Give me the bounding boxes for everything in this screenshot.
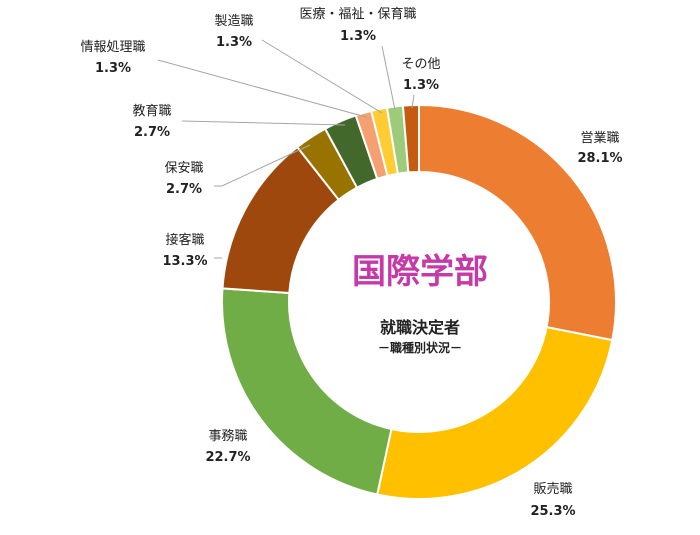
leader-line-9	[381, 45, 396, 111]
slice-value-7: 1.3%	[95, 61, 131, 76]
chart-subtitle: 就職決定者	[380, 318, 460, 337]
slice-value-9: 1.3%	[340, 29, 376, 44]
slice-label-9: 医療・福祉・保育職	[299, 6, 416, 22]
label-leader-lines	[157, 39, 415, 259]
slice-value-5: 2.7%	[166, 182, 202, 197]
slice-label-1: 営業職	[580, 130, 619, 146]
slice-value-3: 22.7%	[205, 450, 250, 465]
chart-title: 国際学部	[352, 252, 488, 292]
slice-value-4: 13.3%	[162, 254, 207, 269]
slice-labels: 営業職 28.1% 販売職 25.3% 事務職 22.7% 接客職 13.3% 保安職 2.7% 教…	[80, 6, 622, 519]
slice-3	[221, 287, 393, 496]
slice-2	[376, 325, 614, 500]
slice-label-3: 事務職	[208, 429, 247, 444]
slice-value-2: 25.3%	[530, 504, 575, 519]
leader-line-7	[157, 59, 367, 118]
leader-line-5	[214, 144, 311, 187]
slice-label-7: 情報処理職	[80, 40, 145, 55]
slice-value-6: 2.7%	[134, 125, 170, 140]
slice-label-5: 保安職	[164, 161, 203, 176]
chart-subtitle-2: －職種別状況－	[378, 340, 462, 355]
slice-label-10: その他	[401, 57, 440, 72]
slice-10	[401, 103, 420, 174]
slice-label-6: 教育職	[132, 103, 171, 119]
leader-line-10	[411, 94, 415, 109]
slice-value-1: 28.1%	[577, 151, 622, 166]
leader-line-6	[181, 120, 346, 126]
slice-value-8: 1.3%	[216, 35, 252, 50]
slice-label-4: 接客職	[165, 232, 204, 248]
slice-value-10: 1.3%	[403, 78, 439, 93]
slice-label-8: 製造職	[214, 14, 253, 29]
donut-slices	[221, 103, 617, 500]
leader-line-8	[261, 39, 383, 114]
slice-1	[418, 103, 617, 342]
slice-label-2: 販売職	[533, 481, 572, 497]
